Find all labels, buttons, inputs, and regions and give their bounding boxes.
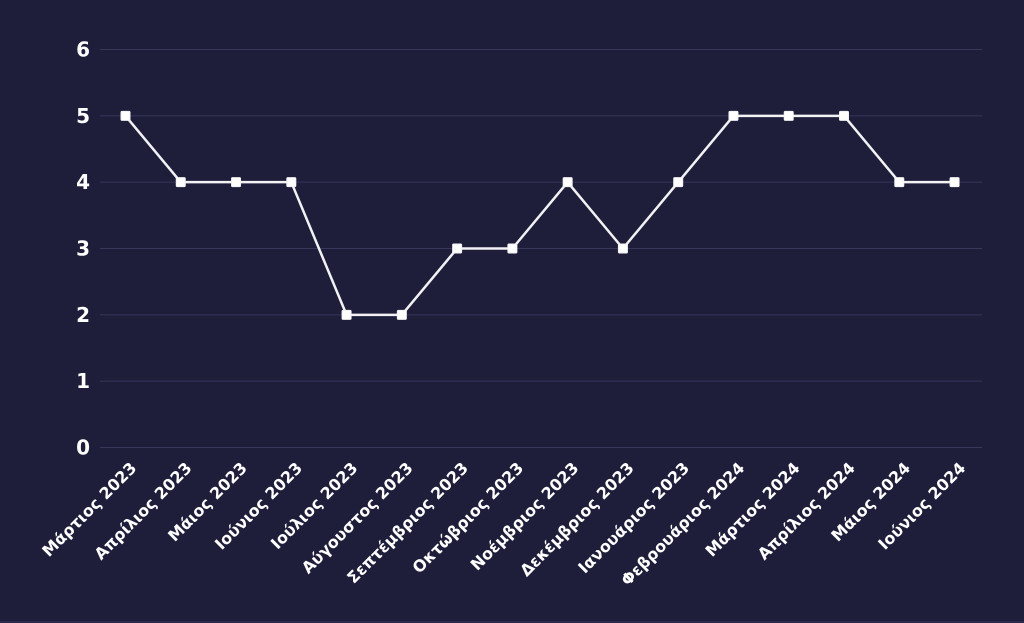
x-axis-label: Απρίλιος 2023 [90, 458, 195, 563]
data-point-marker [617, 243, 628, 254]
data-point-marker [452, 243, 463, 254]
y-axis-tick-label: 1 [76, 369, 90, 393]
y-axis-tick-label: 5 [76, 104, 90, 128]
data-point-marker [673, 177, 684, 188]
x-axis-label: Μάρτιος 2023 [38, 458, 140, 560]
data-point-marker [231, 177, 242, 188]
y-axis-tick-label: 4 [76, 170, 90, 194]
data-point-marker [839, 110, 850, 121]
y-axis-tick-label: 0 [76, 436, 90, 460]
x-axis-label: Μάρτιος 2024 [701, 458, 803, 560]
data-point-marker [396, 309, 407, 320]
data-point-marker [286, 177, 297, 188]
y-axis-tick-label: 2 [76, 303, 90, 327]
x-axis-label: Απρίλιος 2024 [754, 458, 859, 563]
data-point-marker [728, 110, 739, 121]
data-point-marker [894, 177, 905, 188]
data-point-marker [175, 177, 186, 188]
y-axis-tick-label: 6 [76, 38, 90, 62]
data-point-marker [507, 243, 518, 254]
data-point-marker [783, 110, 794, 121]
data-point-marker [949, 177, 960, 188]
data-point-marker [562, 177, 573, 188]
window-bottom-edge [0, 621, 1024, 623]
data-point-marker [341, 309, 352, 320]
data-line [124, 114, 956, 317]
data-point-marker [120, 110, 131, 121]
y-axis-tick-label: 3 [76, 237, 90, 261]
